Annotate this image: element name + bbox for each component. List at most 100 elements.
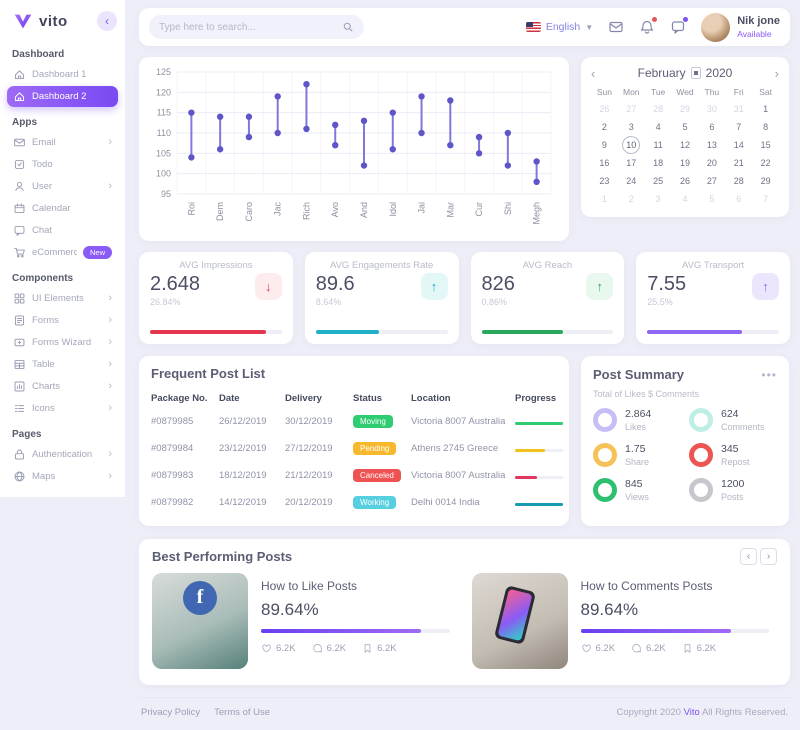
new-badge: New [82,246,112,259]
calendar-day[interactable]: 14 [733,140,744,150]
chevron-right-icon: › [108,336,112,348]
calendar-day-next-month[interactable]: 6 [736,194,742,204]
calendar-day[interactable]: 17 [626,158,637,168]
best-post-how-to-comments-posts[interactable]: How to Comments Posts 89.64% 6.2K 6.2K 6.2… [471,573,778,669]
calendar-day-prev-month[interactable]: 27 [626,104,637,114]
sidebar-item-table[interactable]: Table › [7,354,118,375]
calendar-day[interactable]: 21 [733,158,744,168]
calendar-prev-button[interactable]: ‹ [591,65,596,81]
mail-icon[interactable] [608,19,624,35]
calendar-day[interactable]: 28 [733,176,744,186]
calendar-day[interactable]: 20 [706,158,717,168]
sidebar-item-icons[interactable]: Icons › [7,398,118,419]
calendar-day[interactable]: 7 [736,122,742,132]
sidebar-item-authentication[interactable]: Authentication › [7,444,118,465]
posts-next-button[interactable]: › [760,548,777,565]
best-post-how-to-like-posts[interactable]: f How to Like Posts 89.64% 6.2K 6.2K 6.2K [152,573,458,669]
calendar-day-prev-month[interactable]: 31 [733,104,744,114]
location: Delhi 0014 India [411,497,480,508]
calendar-day[interactable]: 22 [760,158,771,168]
footer-brand-link[interactable]: Vito [683,707,700,718]
calendar-day-prev-month[interactable]: 30 [706,104,717,114]
calendar-day[interactable]: 2 [601,122,607,132]
calendar-day-prev-month[interactable]: 29 [679,104,690,114]
donut-ring-icon [689,443,713,467]
calendar-day[interactable]: 3 [628,122,634,132]
calendar-day[interactable]: 5 [682,122,688,132]
chevron-right-icon: › [108,402,112,414]
language-selector[interactable]: English ▼ [525,21,593,33]
svg-text:Dem: Dem [215,202,225,221]
best-posts-card: Best Performing Posts ‹ › f How to Like … [139,539,790,685]
calendar-next-button[interactable]: › [774,65,779,81]
summary-label: Comments [721,421,765,432]
sidebar-item-chat[interactable]: Chat [7,220,118,241]
sidebar-collapse-button[interactable]: ‹ [97,11,117,31]
sidebar-item-charts[interactable]: Charts › [7,376,118,397]
sidebar-item-ecommerce[interactable]: eCommerceNew [7,242,118,263]
month-select-icon[interactable] [690,67,701,79]
wizard-icon [13,336,26,349]
calendar-day-next-month[interactable]: 1 [601,194,607,204]
calendar-day[interactable]: 13 [706,140,717,150]
calendar-day[interactable]: 11 [653,140,663,150]
calendar-day[interactable]: 1 [763,104,769,114]
calendar-day[interactable]: 29 [760,176,771,186]
calendar-day[interactable]: 25 [653,176,664,186]
calendar-icon [13,202,26,215]
calendar-day-next-month[interactable]: 3 [655,194,661,204]
search-box[interactable] [149,15,364,39]
stat-card-avg-engagements-rate: AVG Engagements Rate 89.6 8.64% ↑ [304,252,459,344]
posts-prev-button[interactable]: ‹ [740,548,757,565]
calendar-day-next-month[interactable]: 5 [709,194,715,204]
calendar-day[interactable]: 15 [760,140,771,150]
footer-link-terms-of-use[interactable]: Terms of Use [214,707,271,718]
post-stat-heart: 6.2K [261,643,296,654]
calendar-day[interactable]: 23 [599,176,610,186]
stat-card-avg-reach: AVG Reach 826 0.86% ↑ [470,252,625,344]
calendar-day[interactable]: 26 [679,176,690,186]
calendar-day[interactable]: 4 [655,122,661,132]
calendar-day[interactable]: 6 [709,122,715,132]
calendar-day[interactable]: 27 [706,176,717,186]
sidebar-item-todo[interactable]: Todo [7,154,118,175]
stat-change: 25.5% [647,297,673,307]
sidebar-item-dashboard-2[interactable]: Dashboard 2 [7,86,118,107]
more-options-icon[interactable]: ••• [761,367,777,382]
calendar-day-next-month[interactable]: 2 [628,194,634,204]
sidebar-item-ui-elements[interactable]: UI Elements › [7,288,118,309]
status-badge: Moving [353,415,393,428]
copyright: Copyright 2020 Vito All Rights Reserved. [616,707,788,718]
calendar-day[interactable]: 9 [601,140,607,150]
frequent-post-list-card: Frequent Post List Package No. Date Delive… [139,356,569,526]
message-icon[interactable] [670,17,689,35]
date: 14/12/2019 [219,497,267,508]
sidebar-item-dashboard-1[interactable]: Dashboard 1 [7,64,118,85]
calendar-day-next-month[interactable]: 4 [682,194,688,204]
calendar-day[interactable]: 18 [653,158,664,168]
post-stat-comment: 6.2K [631,643,666,654]
post-percent: 89.64% [261,600,319,619]
calendar-day-prev-month[interactable]: 26 [599,104,610,114]
package-no: #0879985 [151,416,194,427]
calendar-day[interactable]: 24 [626,176,637,186]
calendar-day[interactable]: 16 [599,158,610,168]
user-menu[interactable]: Nik jone Available [701,12,780,42]
search-input[interactable] [159,21,342,33]
column-header: Status [353,393,383,404]
calendar-day[interactable]: 12 [679,140,690,150]
calendar-day-next-month[interactable]: 7 [763,194,769,204]
charts-icon [13,380,26,393]
calendar-day[interactable]: 19 [679,158,690,168]
sidebar-item-forms-wizard[interactable]: Forms Wizard › [7,332,118,353]
sidebar-item-email[interactable]: Email › [7,132,118,153]
sidebar-item-maps[interactable]: Maps › [7,466,118,487]
calendar-day-selected[interactable]: 10 [618,136,645,154]
sidebar-item-calendar[interactable]: Calendar [7,198,118,219]
bell-icon[interactable] [639,17,658,35]
calendar-day[interactable]: 8 [763,122,769,132]
footer-link-privacy-policy[interactable]: Privacy Policy [141,707,201,718]
sidebar-item-forms[interactable]: Forms › [7,310,118,331]
sidebar-item-user[interactable]: User › [7,176,118,197]
calendar-day-prev-month[interactable]: 28 [653,104,664,114]
